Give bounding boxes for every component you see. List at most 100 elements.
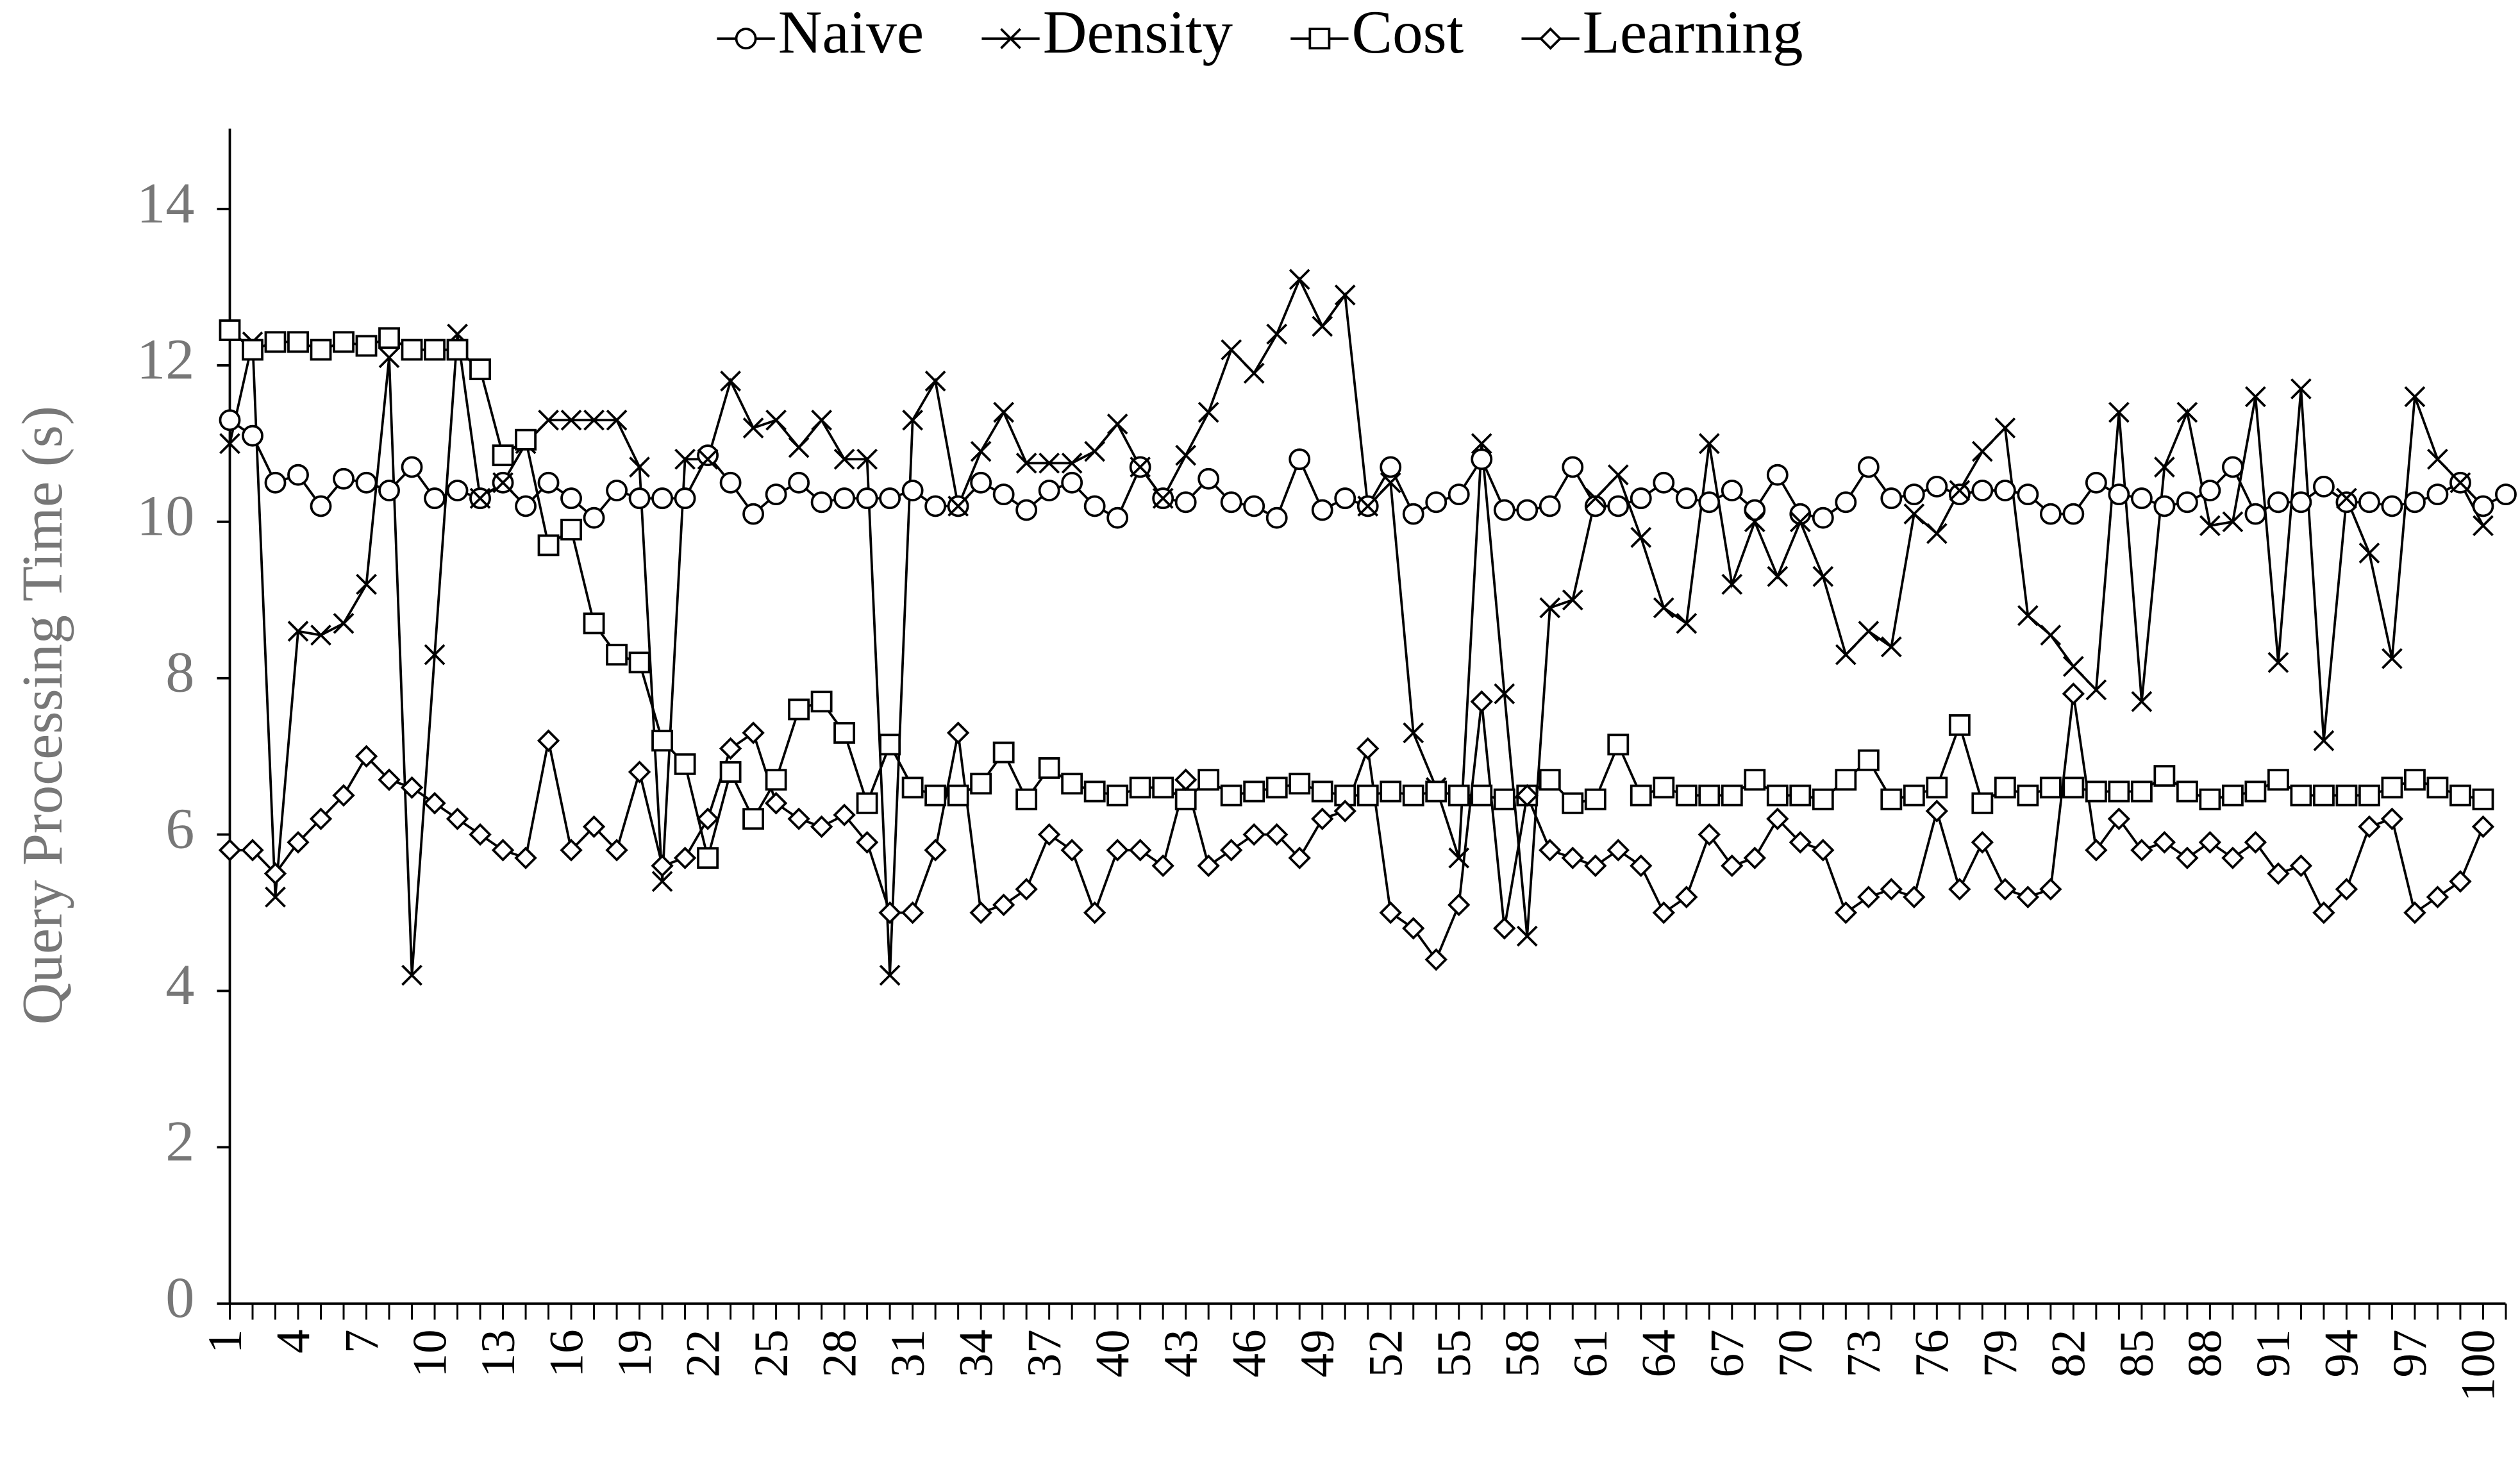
series-line [228,276,2485,976]
x-tick-label: 88 [2179,1329,2232,1377]
data-point [2221,456,2244,478]
data-point [515,428,537,451]
data-point [1994,878,2017,901]
data-point [606,644,628,666]
x-tick-label: 46 [1222,1329,1276,1377]
data-point [378,480,400,501]
data-point [1152,776,1174,799]
data-point [2176,846,2199,869]
data-point [446,339,469,361]
data-point [1857,885,1880,909]
data-point [1926,523,1948,544]
data-point [560,409,582,431]
data-point [1493,788,1515,810]
data-point [1971,831,1994,854]
data-point [264,471,287,494]
data-point [1766,807,1789,830]
x-tick-label: 7 [335,1329,388,1353]
x-tick-label: 61 [1564,1329,1617,1377]
data-point [788,698,810,721]
data-point [1607,733,1630,756]
x-tick-label: 16 [540,1329,593,1377]
data-point [1903,885,1926,909]
data-point [1585,487,1606,509]
data-point [833,803,856,826]
data-point [378,327,400,349]
data-point [515,495,537,517]
data-point [310,624,331,646]
data-point [697,444,719,467]
legend-label: Density [1043,0,1233,66]
data-point [1470,690,1493,713]
data-point [1698,784,1721,807]
data-point [1265,507,1288,529]
data-point [1562,792,1584,814]
data-point [1243,780,1265,803]
data-point [242,424,263,447]
data-point [1948,483,1971,506]
data-point [1903,483,1925,506]
data-point [696,807,719,830]
data-point [1037,823,1061,846]
data-point [2403,491,2426,514]
series-line [229,693,2485,962]
data-point [2176,491,2198,514]
data-point [2199,788,2221,810]
data-point [947,784,969,807]
legend-label: Naive [778,0,924,66]
data-point [1402,917,1425,940]
data-point [1515,783,1539,807]
data-point [1561,846,1584,869]
data-point [583,612,605,635]
data-point [333,331,355,353]
data-point [1971,792,1994,814]
data-point [1084,440,1106,462]
data-point [2380,807,2404,830]
data-point [2291,378,2312,399]
data-point [1356,737,1380,760]
data-point [2198,831,2222,854]
data-point [401,964,422,986]
x-tick-label: 22 [676,1329,730,1377]
data-point [1448,483,1470,506]
y-tick-label: 2 [165,1109,194,1173]
data-point [2244,780,2267,803]
data-point [879,733,901,756]
data-point [2472,788,2494,810]
data-point [1675,885,1698,909]
data-point [1880,487,1903,510]
data-point [355,744,378,768]
data-point [1425,780,1448,803]
data-point [1971,480,1994,501]
data-point [1380,780,1402,803]
x-tick-label: 73 [1837,1329,1890,1377]
x-tick-label: 1 [199,1329,252,1353]
data-point [241,839,264,862]
data-point [1106,507,1129,529]
data-point [1265,776,1288,799]
data-point [1789,784,1812,807]
x-tick-label: 58 [1496,1329,1549,1377]
data-point [1379,901,1402,925]
data-point [1380,456,1402,478]
data-point [219,409,241,431]
data-point [2312,901,2335,925]
data-point [2313,730,2335,751]
x-tick-label: 94 [2316,1329,2369,1377]
data-point [1835,769,1857,791]
data-point [1949,480,1971,501]
data-point [2085,471,2107,494]
data-point [1288,846,1311,869]
data-point [1880,636,1902,658]
data-point [469,358,491,380]
data-point [2336,487,2357,509]
data-point [1767,565,1789,587]
data-point [2062,776,2085,799]
data-point [1948,714,1971,736]
legend: Naive Density Cost Learning [717,0,1803,66]
data-point [1083,780,1106,803]
data-point [2426,483,2449,506]
x-tick-label: 31 [881,1329,935,1377]
data-point [2244,503,2267,525]
data-point [946,721,970,744]
